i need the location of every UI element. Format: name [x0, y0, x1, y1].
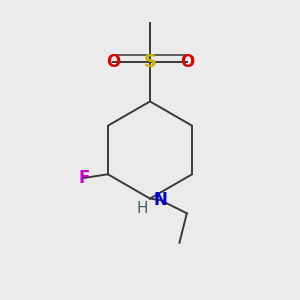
Text: N: N: [153, 191, 167, 209]
Text: O: O: [180, 53, 194, 71]
Text: S: S: [143, 53, 157, 71]
Text: F: F: [78, 169, 89, 187]
Text: O: O: [106, 53, 120, 71]
Text: H: H: [137, 201, 148, 216]
